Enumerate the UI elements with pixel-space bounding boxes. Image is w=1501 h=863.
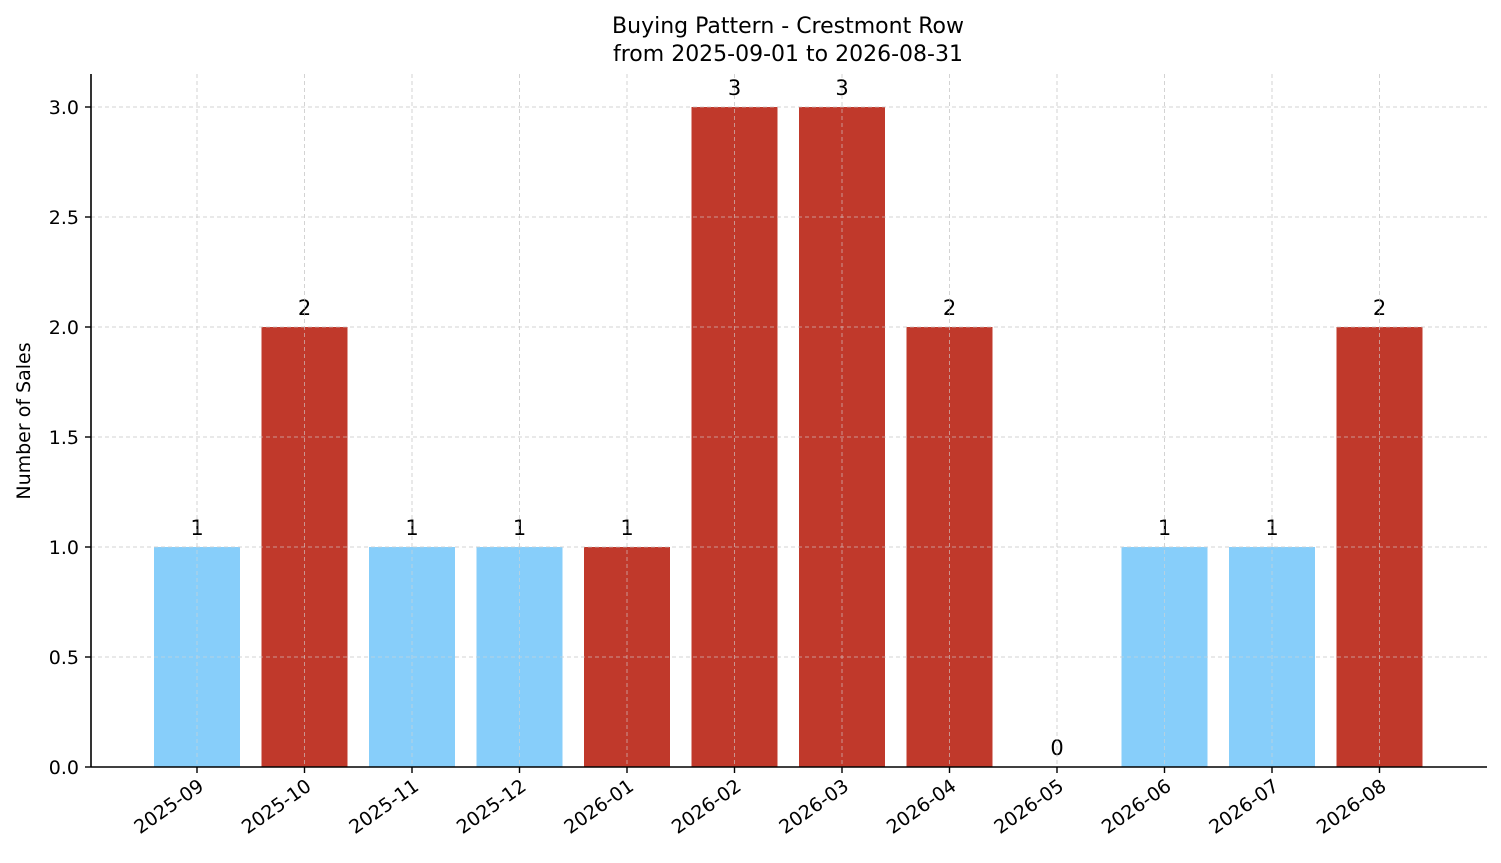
chart-title: Buying Pattern - Crestmont Row [612, 14, 964, 39]
y-tick-label: 1.5 [49, 427, 79, 449]
x-tick-label: 2026-03 [775, 775, 853, 839]
y-tick-label: 2.5 [49, 207, 79, 229]
data-label-2026-07: 1 [1265, 516, 1278, 540]
chart-subtitle: from 2025-09-01 to 2026-08-31 [613, 42, 963, 67]
x-tick-label: 2025-11 [345, 775, 423, 839]
data-label-2025-09: 1 [190, 516, 203, 540]
y-tick-label: 2.0 [49, 317, 79, 339]
x-tick-label: 2025-10 [238, 775, 316, 839]
y-tick-label: 0.0 [49, 757, 79, 779]
y-tick-label: 3.0 [49, 97, 79, 119]
x-tick-label: 2025-09 [130, 775, 208, 839]
data-label-2025-12: 1 [513, 516, 526, 540]
y-tick-label: 0.5 [49, 647, 79, 669]
x-tick-label: 2026-07 [1205, 775, 1283, 839]
x-tick-label: 2026-05 [990, 775, 1068, 839]
data-label-2026-01: 1 [620, 516, 633, 540]
x-tick-label: 2025-12 [453, 775, 531, 839]
bars [154, 107, 1423, 767]
x-tick-label: 2026-01 [560, 775, 638, 839]
data-label-2026-06: 1 [1158, 516, 1171, 540]
x-tick-label: 2026-02 [668, 775, 746, 839]
x-tick-label: 2026-04 [883, 775, 961, 839]
x-tick-label: 2026-08 [1313, 775, 1391, 839]
x-tick-label: 2026-06 [1098, 775, 1176, 839]
y-axis-label: Number of Sales [13, 342, 35, 499]
y-tick-label: 1.0 [49, 537, 79, 559]
data-label-2025-11: 1 [405, 516, 418, 540]
